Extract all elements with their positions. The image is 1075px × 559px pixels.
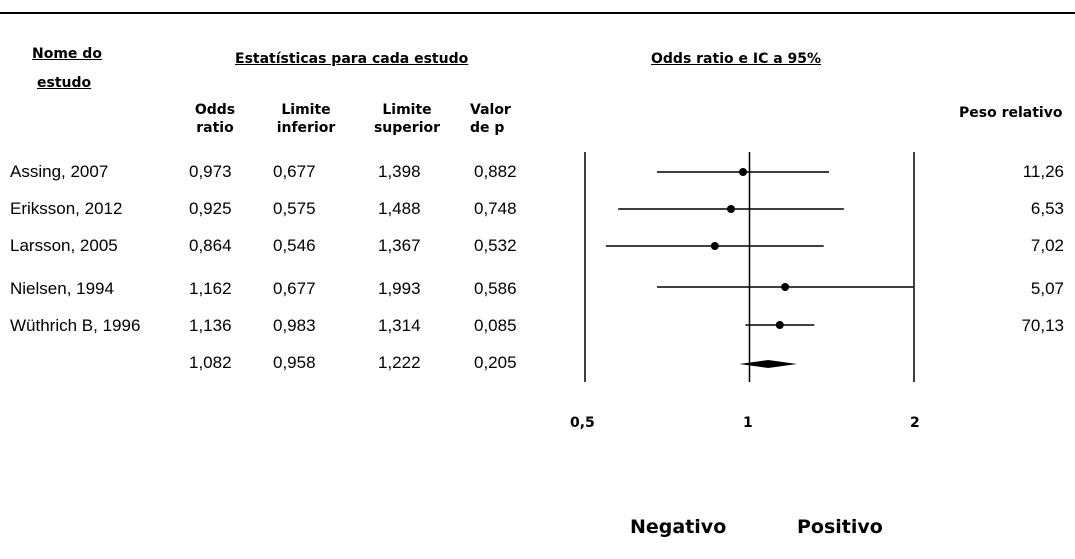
lower-header-line1: Limite [281, 102, 331, 118]
p-header: Valor de p [470, 101, 520, 137]
summary-upper-limit: 1,222 [378, 353, 421, 372]
odds-ratio: 0,864 [189, 236, 232, 255]
upper-limit: 1,398 [378, 162, 421, 181]
summary-diamond [739, 360, 798, 368]
odds-ratio: 1,136 [189, 316, 232, 335]
study-name: Eriksson, 2012 [10, 199, 123, 218]
or-header-line2: ratio [196, 120, 234, 136]
point-estimate [726, 205, 735, 213]
p-value: 0,882 [474, 162, 517, 181]
upper-limit: 1,488 [378, 199, 421, 218]
tick-label-1: 1 [743, 415, 753, 431]
p-header-line1: Valor [470, 102, 511, 118]
upper-limit: 1,314 [378, 316, 421, 335]
point-estimate [710, 242, 719, 250]
study-name: Assing, 2007 [10, 162, 109, 181]
tick-label-0-5: 0,5 [570, 415, 595, 431]
or-header: Odds ratio [190, 101, 240, 137]
upper-header: Limite superior [367, 101, 447, 137]
upper-header-line2: superior [373, 120, 441, 136]
study-name: Nielsen, 1994 [10, 279, 114, 298]
relative-weight: 11,26 [1022, 162, 1064, 181]
odds-ratio: 1,162 [189, 279, 232, 298]
odds-ratio: 0,925 [189, 199, 232, 218]
summary-odds-ratio: 1,082 [189, 353, 232, 372]
point-estimate [781, 283, 790, 291]
point-estimate [775, 321, 784, 329]
p-header-line2: de p [470, 120, 505, 136]
summary-p-value: 0,205 [474, 353, 517, 372]
relative-weight: 5,07 [1030, 279, 1064, 298]
lower-limit: 0,983 [273, 316, 316, 335]
relative-weight: 6,53 [1030, 199, 1064, 218]
p-value: 0,532 [474, 236, 517, 255]
positive-direction-label: Positivo [797, 516, 883, 538]
study-name: Larsson, 2005 [10, 236, 118, 255]
tick-label-2: 2 [910, 415, 920, 431]
study-header-line2: estudo [37, 75, 92, 91]
study-header-line1: Nome do [32, 46, 102, 62]
negative-direction-label: Negativo [630, 516, 727, 538]
top-rule [0, 12, 1075, 14]
upper-header-line1: Limite [382, 102, 432, 118]
upper-limit: 1,367 [378, 236, 421, 255]
relative-weight: 70,13 [1021, 316, 1064, 335]
p-value: 0,586 [474, 279, 517, 298]
upper-limit: 1,993 [378, 279, 421, 298]
lower-limit: 0,677 [273, 279, 316, 298]
stats-header: Estatísticas para cada estudo [235, 51, 469, 67]
lower-header-line2: inferior [276, 120, 336, 136]
study-name: Wüthrich B, 1996 [10, 316, 141, 335]
p-value: 0,085 [474, 316, 517, 335]
lower-limit: 0,677 [273, 162, 316, 181]
summary-lower-limit: 0,958 [273, 353, 316, 372]
lower-limit: 0,546 [273, 236, 316, 255]
weight-header: Peso relativo [959, 105, 1063, 121]
odds-ratio: 0,973 [189, 162, 232, 181]
lower-limit: 0,575 [273, 199, 316, 218]
or-header-line1: Odds [194, 102, 236, 118]
relative-weight: 7,02 [1030, 236, 1064, 255]
lower-header: Limite inferior [266, 101, 346, 137]
plot-header: Odds ratio e IC a 95% [651, 51, 822, 67]
p-value: 0,748 [474, 199, 517, 218]
point-estimate [739, 168, 748, 176]
